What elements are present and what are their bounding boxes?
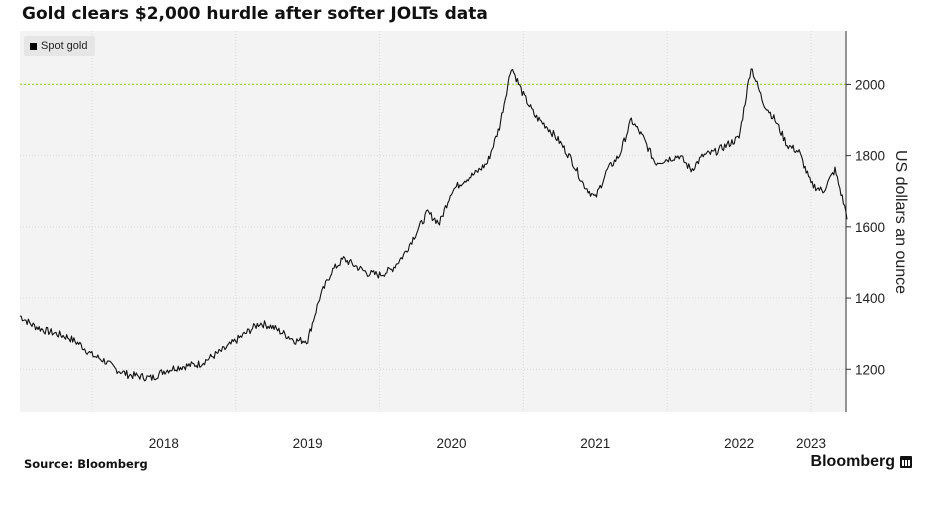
x-tick-label: 2018 [149, 436, 179, 451]
source-note: Source: Bloomberg [24, 457, 148, 471]
x-tick-label: 2022 [724, 436, 754, 451]
legend: Spot gold [24, 36, 96, 56]
brand: Bloomberg [811, 453, 912, 471]
y-tick-label: 2000 [855, 77, 885, 92]
chart-title: Gold clears $2,000 hurdle after softer J… [22, 4, 488, 24]
y-tick-label: 1600 [855, 220, 885, 235]
y-axis-title: US dollars an ounce [892, 150, 909, 294]
y-tick-label: 1400 [855, 291, 885, 306]
series-line-spot-gold [19, 68, 848, 382]
y-tick-label: 1200 [855, 362, 885, 377]
x-tick-label: 2023 [796, 436, 826, 451]
y-tick-label: 1800 [855, 149, 885, 164]
brand-logo-text: Bloomberg [810, 453, 895, 470]
legend-swatch [30, 42, 37, 50]
x-tick-label: 2020 [436, 436, 466, 451]
x-tick-label: 2019 [293, 436, 323, 451]
x-tick-label: 2021 [580, 436, 610, 451]
bar-chart-icon [900, 456, 912, 468]
legend-label: Spot gold [41, 40, 88, 52]
plot-area [20, 31, 847, 412]
